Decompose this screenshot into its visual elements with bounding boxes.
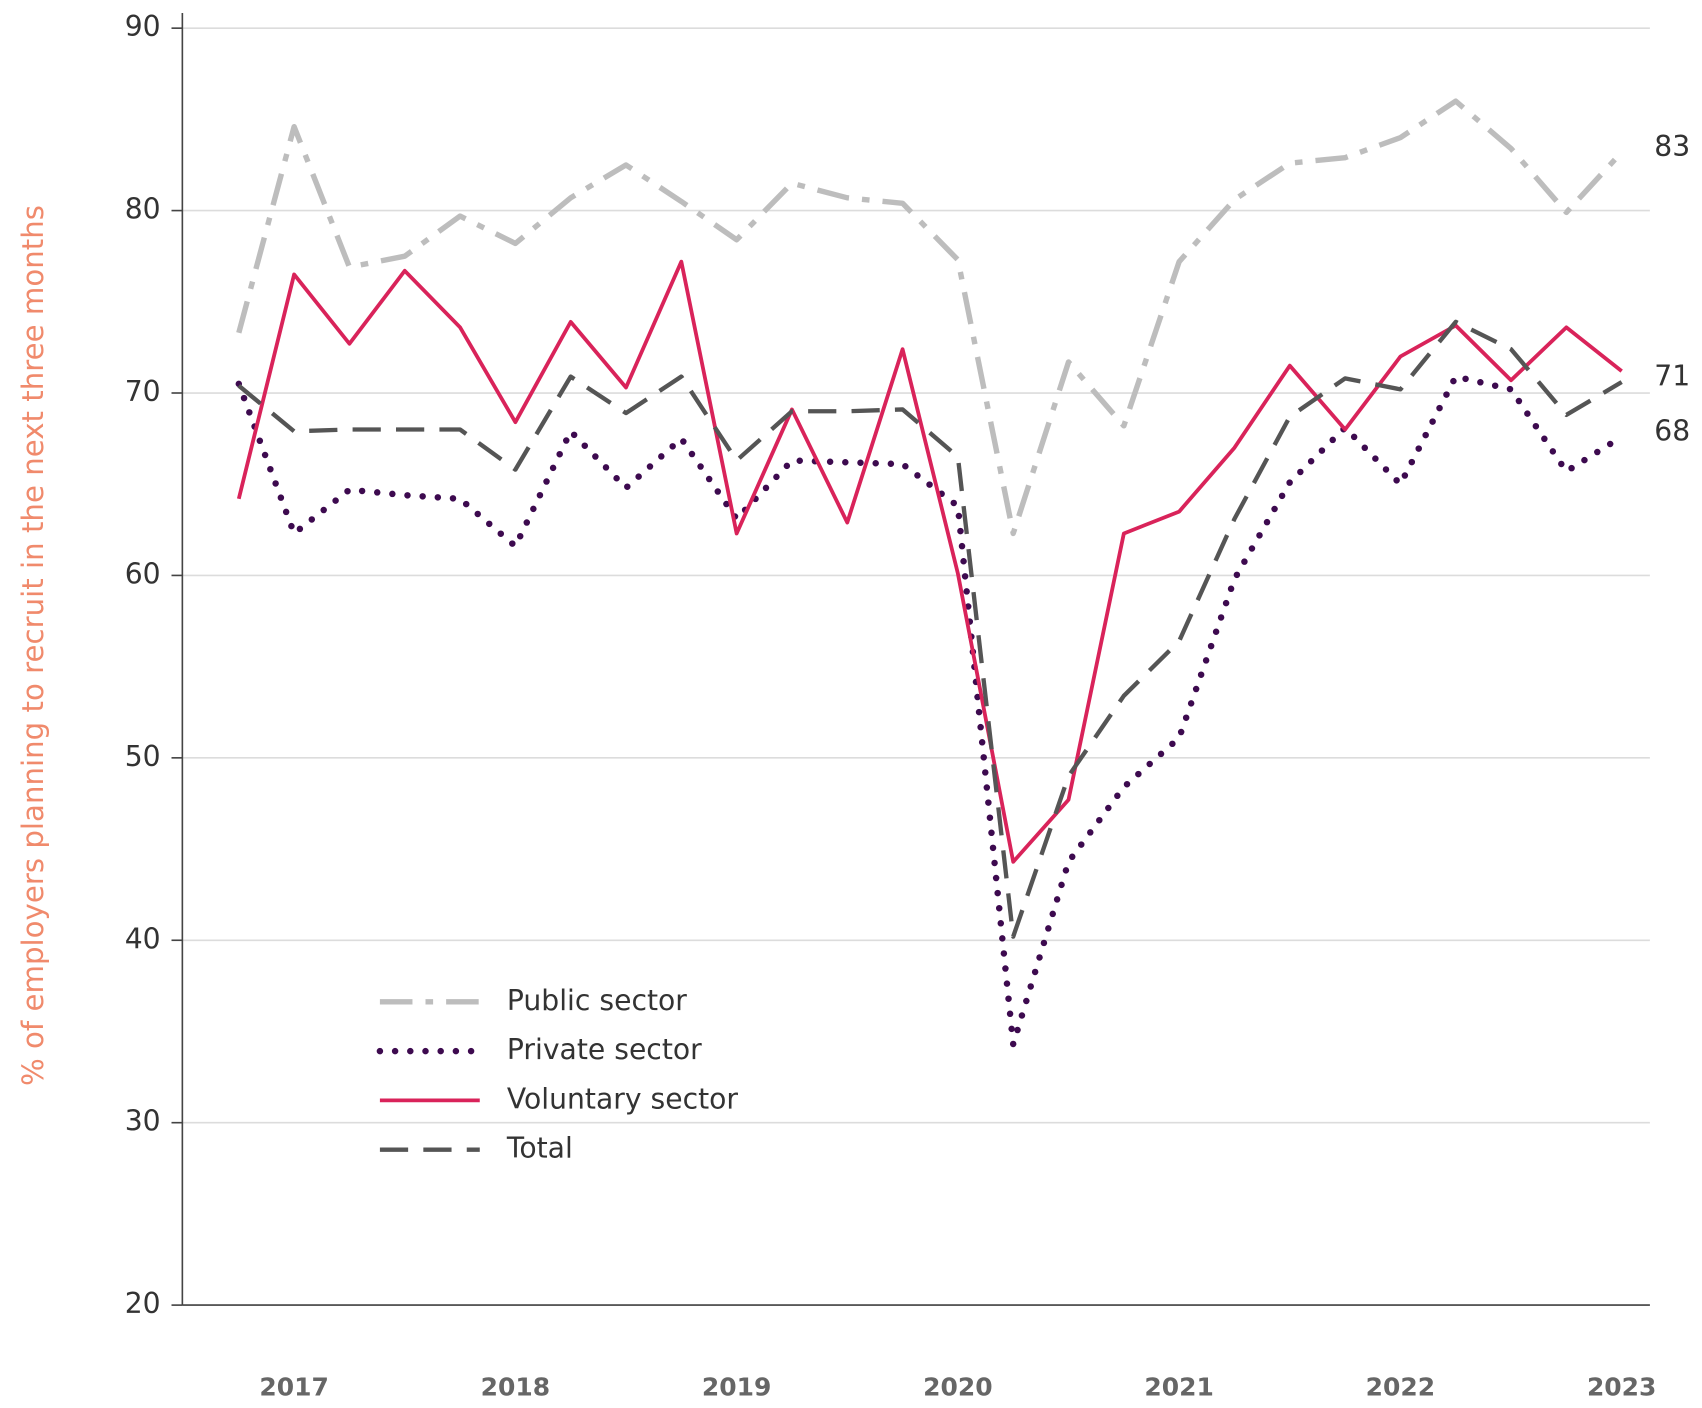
end-label: 71 (1654, 360, 1690, 393)
y-tick-label: 90 (125, 10, 161, 43)
end-label: 68 (1654, 414, 1690, 447)
y-tick-label: 70 (125, 375, 161, 408)
legend-label: Private sector (507, 1033, 702, 1066)
y-tick-label: 30 (125, 1105, 161, 1138)
legend-label: Voluntary sector (507, 1082, 739, 1115)
y-tick-label: 20 (125, 1287, 161, 1320)
series-line (236, 98, 1624, 537)
y-tick-label: 80 (125, 193, 161, 226)
end-label: 83 (1654, 130, 1690, 163)
series-line (236, 259, 1623, 864)
y-tick-label: 50 (125, 740, 161, 773)
legend-label: Total (506, 1132, 573, 1165)
y-tick-label: 60 (125, 557, 161, 590)
series-line (235, 373, 1625, 1048)
x-tick-label: 2021 (1144, 1373, 1213, 1402)
y-axis-label: % of employers planning to recruit in th… (16, 205, 50, 1086)
y-tick-label: 40 (125, 922, 161, 955)
x-tick-label: 2019 (702, 1373, 771, 1402)
x-tick-label: 2018 (481, 1373, 550, 1402)
x-tick-label: 2020 (923, 1373, 992, 1402)
x-tick-label: 2023 (1587, 1373, 1656, 1402)
x-tick-label: 2022 (1366, 1373, 1435, 1402)
legend-label: Public sector (507, 984, 687, 1017)
x-tick-label: 2017 (259, 1373, 328, 1402)
series-line (237, 319, 1623, 939)
